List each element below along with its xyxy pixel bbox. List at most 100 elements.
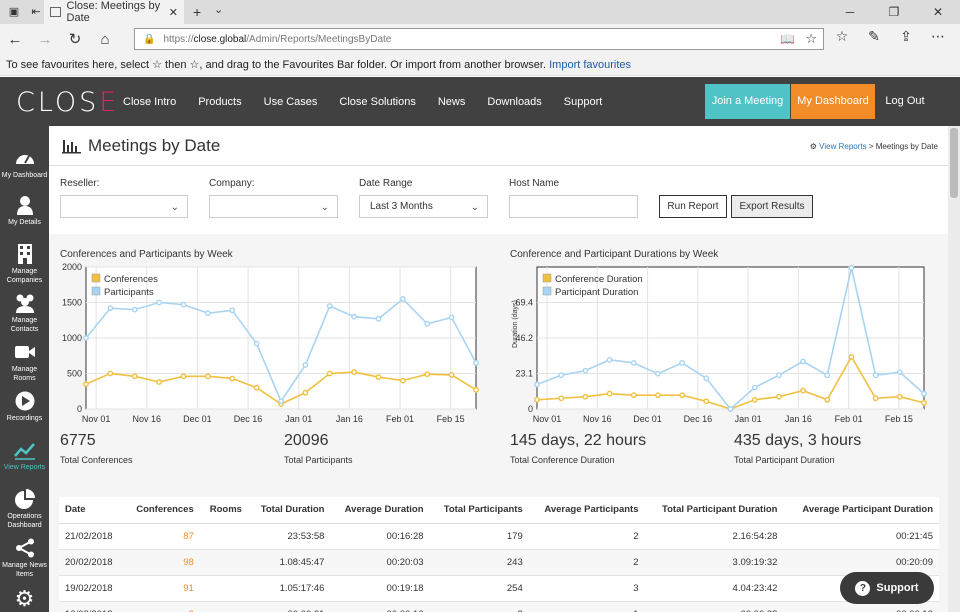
data-point[interactable] [399, 296, 406, 302]
sidebar-item-operations-dashboard[interactable]: Operations Dashboard [0, 489, 49, 530]
column-header[interactable]: Conferences [123, 497, 200, 524]
host-name-input[interactable] [509, 195, 638, 218]
sidebar-item-manage-news[interactable]: Manage News Items [0, 538, 49, 579]
data-point[interactable] [630, 392, 637, 399]
data-point[interactable] [107, 305, 114, 312]
data-point[interactable] [302, 389, 309, 396]
data-point[interactable] [131, 306, 138, 313]
sidebar-item-my-dashboard[interactable]: My Dashboard [0, 148, 49, 180]
page-scrollbar[interactable] [948, 126, 960, 612]
data-point[interactable] [727, 406, 734, 412]
data-point[interactable] [180, 301, 187, 308]
data-point[interactable] [326, 370, 333, 377]
data-point[interactable] [921, 390, 927, 397]
data-point[interactable] [473, 359, 479, 366]
minimize-icon[interactable]: ─ [845, 5, 855, 19]
export-results-button[interactable]: Export Results [731, 195, 813, 218]
data-point[interactable] [424, 371, 431, 378]
sidebar-item-settings[interactable]: ⚙ [0, 588, 49, 610]
close-logo[interactable]: CLOSE [16, 87, 120, 118]
table-cell[interactable]: 87 [123, 523, 200, 550]
column-header[interactable]: Average Duration [330, 497, 430, 524]
more-icon[interactable]: ⋯ [931, 28, 945, 44]
browser-tab[interactable]: Close: Meetings by Date ✕ [44, 0, 184, 24]
data-point[interactable] [655, 370, 661, 377]
data-point[interactable] [896, 369, 903, 376]
breadcrumb-view-reports[interactable]: View Reports [819, 142, 867, 151]
table-cell[interactable]: 98 [123, 549, 200, 576]
data-point[interactable] [872, 372, 879, 379]
address-bar[interactable]: 🔒 https://close.global/Admin/Reports/Mee… [134, 28, 824, 50]
data-point[interactable] [83, 381, 89, 388]
data-point[interactable] [375, 315, 382, 322]
sidebar-item-manage-companies[interactable]: Manage Companies [0, 244, 49, 285]
data-point[interactable] [424, 320, 431, 327]
chevron-down-icon[interactable]: ⌄ [214, 4, 224, 16]
data-point[interactable] [399, 377, 406, 384]
table-row[interactable]: 21/02/2018 87 23:53:58 00:16:28 179 2 2.16:54:… [59, 523, 939, 550]
data-point[interactable] [473, 386, 479, 393]
sidebar-item-my-details[interactable]: My Details [0, 195, 49, 227]
favorites-icon[interactable]: ☆ [835, 28, 849, 44]
data-point[interactable] [775, 372, 782, 379]
data-point[interactable] [253, 340, 260, 347]
data-point[interactable] [921, 399, 927, 406]
sidebar-item-manage-contacts[interactable]: Manage Contacts [0, 293, 49, 334]
close-window-icon[interactable]: ✕ [932, 5, 944, 19]
data-point[interactable] [775, 393, 782, 400]
column-header[interactable]: Total Duration [247, 497, 331, 524]
log-out-button[interactable]: Log Out [885, 95, 925, 107]
data-point[interactable] [558, 372, 565, 379]
data-point[interactable] [448, 314, 455, 321]
share-icon[interactable]: ⇪ [900, 28, 912, 44]
column-header[interactable]: Average Participant Duration [783, 497, 939, 524]
column-header[interactable]: Date [59, 497, 124, 524]
import-favourites-link[interactable]: Import favourites [549, 59, 632, 71]
new-tab-icon[interactable]: + [193, 4, 202, 20]
data-point[interactable] [872, 395, 879, 402]
data-point[interactable] [326, 303, 333, 309]
support-button[interactable]: ? Support [840, 572, 934, 604]
data-point[interactable] [703, 375, 710, 382]
data-point[interactable] [824, 396, 831, 403]
data-point[interactable] [278, 398, 284, 405]
scrollbar-thumb[interactable] [950, 128, 958, 198]
run-report-button[interactable]: Run Report [659, 195, 727, 218]
table-row[interactable]: 19/02/2018 91 1.05:17:46 00:19:18 254 3 4.04:2… [59, 575, 939, 602]
data-point[interactable] [606, 390, 613, 397]
data-point[interactable] [630, 360, 637, 366]
data-point[interactable] [302, 362, 309, 368]
menu-use-cases[interactable]: Use Cases [263, 95, 318, 108]
table-row[interactable]: 16/02/2018200:00:3100:00:162100:00:3800:… [59, 601, 939, 612]
close-tab-icon[interactable]: ✕ [168, 6, 178, 19]
sidebar-item-recordings[interactable]: Recordings [0, 391, 49, 423]
data-point[interactable] [534, 381, 540, 388]
my-dashboard-button[interactable]: My Dashboard [791, 84, 875, 119]
data-point[interactable] [534, 396, 540, 403]
menu-close-intro[interactable]: Close Intro [123, 95, 177, 108]
data-point[interactable] [800, 387, 806, 394]
maximize-icon[interactable]: ❐ [888, 5, 900, 19]
data-point[interactable] [448, 372, 455, 378]
data-point[interactable] [606, 356, 613, 363]
column-header[interactable]: Total Participant Duration [644, 497, 784, 524]
refresh-icon[interactable]: ↻ [68, 31, 82, 48]
forward-arrow-icon[interactable]: → [37, 30, 53, 48]
home-icon[interactable]: ⌂ [100, 30, 110, 48]
data-point[interactable] [180, 373, 187, 380]
favorite-star-icon[interactable]: ☆ [805, 31, 817, 46]
data-point[interactable] [253, 384, 260, 391]
sidebar-item-view-reports[interactable]: View Reports [0, 440, 49, 472]
tab-manager-icon[interactable]: ▣ [8, 6, 20, 18]
data-point[interactable] [156, 299, 163, 306]
data-point[interactable] [83, 335, 89, 341]
data-point[interactable] [204, 373, 211, 380]
data-point[interactable] [896, 393, 903, 400]
data-point[interactable] [351, 313, 358, 320]
pen-icon[interactable]: ✎ [868, 28, 880, 44]
table-row[interactable]: 20/02/2018 98 1.08:45:47 00:20:03 243 2 3.09:1… [59, 549, 939, 576]
data-point[interactable] [156, 379, 163, 385]
menu-downloads[interactable]: Downloads [487, 95, 542, 108]
column-header[interactable]: Total Participants [429, 497, 529, 524]
data-point[interactable] [655, 392, 661, 399]
